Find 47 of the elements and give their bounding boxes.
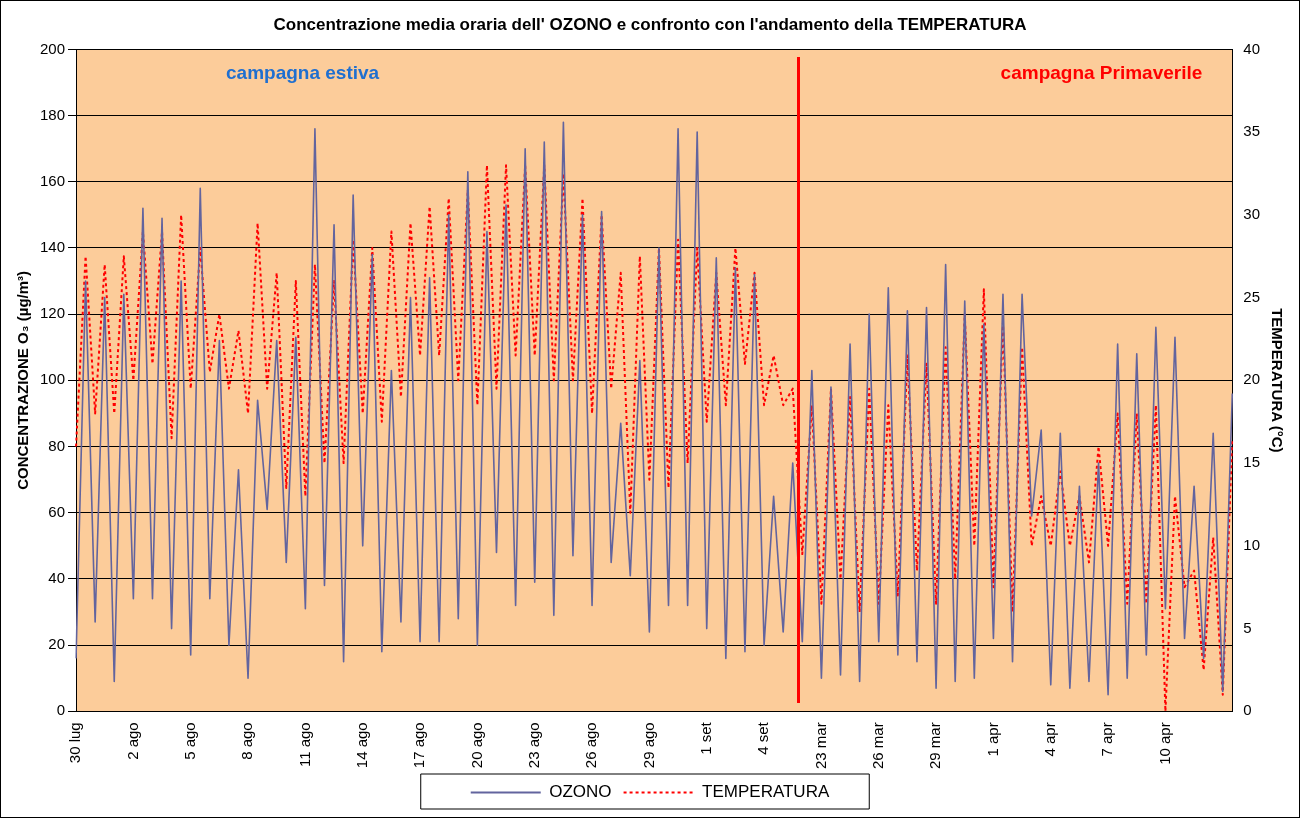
y2-axis-title: TEMPERATURA (°C): [1268, 308, 1286, 453]
y-tick-label: 140: [40, 238, 66, 256]
x-tick-label: 29 mar: [926, 722, 944, 769]
x-tick-label: 26 ago: [582, 722, 600, 769]
x-tick-label: 1 apr: [983, 722, 1001, 757]
y-tick-label: 200: [40, 39, 66, 57]
chart-title: Concentrazione media oraria dell' OZONO e confronto con l'andamento della TEMPERATURA: [273, 14, 1027, 34]
x-tick-label: 7 apr: [1098, 722, 1116, 757]
x-tick-label: 10 apr: [1155, 722, 1173, 765]
x-tick-label: 17 ago: [410, 722, 428, 769]
x-tick-label: 29 ago: [639, 722, 657, 769]
y2-tick-label: 0: [1243, 701, 1252, 719]
x-tick-label: 20 ago: [467, 722, 485, 769]
x-tick-label: 23 mar: [811, 722, 829, 769]
x-tick-label: 4 apr: [1040, 722, 1058, 757]
x-tick-label: 11 ago: [295, 722, 313, 768]
x-tick-label: 1 set: [696, 721, 714, 755]
y-tick-label: 20: [48, 635, 66, 653]
annotation: campagna Primaverile: [1000, 61, 1203, 83]
y-tick-label: 40: [48, 569, 66, 587]
legend-label: OZONO: [549, 782, 612, 802]
y-tick-label: 0: [56, 701, 66, 719]
y2-tick-label: 10: [1243, 535, 1260, 553]
y2-tick-label: 5: [1243, 618, 1252, 636]
x-tick-label: 2 ago: [123, 722, 141, 760]
y2-tick-label: 30: [1243, 205, 1260, 223]
x-tick-label: 8 ago: [238, 722, 256, 760]
y-tick-label: 120: [40, 304, 66, 322]
x-tick-label: 26 mar: [868, 722, 886, 769]
y2-tick-label: 40: [1243, 39, 1260, 57]
x-tick-label: 30 lug: [66, 722, 84, 764]
x-tick-label: 14 ago: [352, 722, 370, 769]
y2-tick-label: 15: [1243, 453, 1260, 471]
y2-tick-label: 20: [1243, 370, 1260, 388]
x-tick-label: 5 ago: [180, 722, 198, 760]
x-tick-label: 23 ago: [524, 722, 542, 769]
y-tick-label: 80: [48, 436, 66, 454]
y-tick-label: 100: [40, 370, 66, 388]
y-tick-label: 60: [48, 502, 66, 520]
annotation: campagna estiva: [226, 61, 380, 83]
y2-tick-label: 25: [1243, 287, 1260, 305]
y-tick-label: 180: [40, 105, 66, 123]
x-tick-label: 4 set: [754, 721, 772, 755]
y-tick-label: 160: [40, 171, 66, 189]
y-axis-title: CONCENTRAZIONE O₃ (µg/m³): [14, 270, 32, 490]
y2-tick-label: 35: [1243, 122, 1260, 140]
legend-label: TEMPERATURA: [702, 782, 830, 802]
